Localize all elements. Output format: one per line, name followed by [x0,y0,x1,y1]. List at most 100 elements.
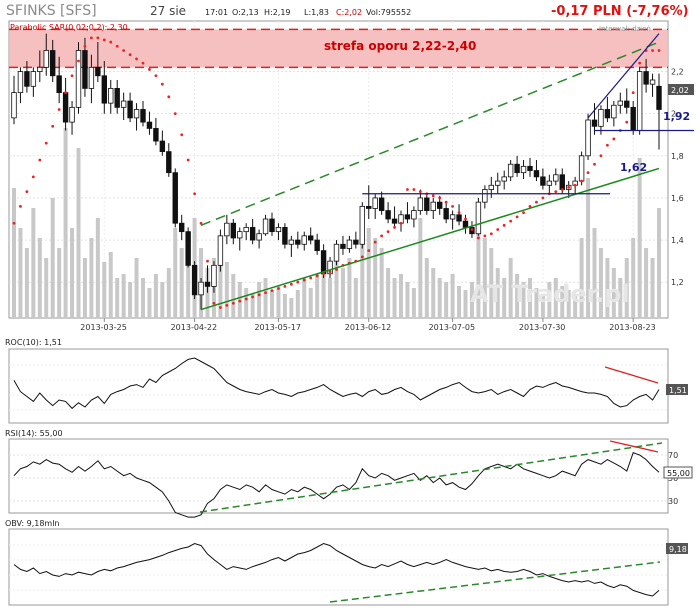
sar-legend: Parabolic SAR(0,02;0,2): 2,30 [10,23,128,32]
volume-bar [244,288,249,318]
volume-bar [302,278,307,318]
volume-bar [605,258,610,318]
sar-dot [638,61,642,65]
candle-body [11,92,17,119]
candle-body [411,210,417,220]
sar-dot [593,162,596,166]
candle-body [307,235,314,241]
candle-body [198,281,204,296]
volume-bar [450,274,455,318]
sar-dot [573,183,577,187]
ticker-title: SFINKS [SFS] [6,3,97,19]
volume-bar [366,228,371,318]
rsi-title: RSI(14): 55,00 [5,429,63,438]
volume-bar [121,274,126,318]
volume-bar [547,282,552,318]
candle-body [533,170,540,178]
sar-dot [193,192,197,196]
sar-dot [515,215,519,219]
candle-body [243,227,249,233]
sar-dot [535,200,538,204]
volume-bar [618,278,623,318]
sar-dot [360,255,364,259]
volume-bar [147,288,152,318]
sar-dot [206,259,209,263]
x-tick-label: 2013-05-17 [254,323,301,332]
sar-dot [528,204,532,208]
candle-body [430,201,436,211]
volume-bar [624,258,629,318]
sar-dot [657,49,661,52]
candle-body [333,243,340,262]
volume-bar [263,278,268,318]
candle-body [127,100,133,119]
candle-body [69,106,75,123]
volume-bar [560,286,565,318]
candle-body [140,109,146,123]
sar-dot [115,44,119,48]
volume-bar [573,294,578,318]
candle-body [624,100,630,108]
volume-bar [444,282,449,318]
candle-body [153,128,159,142]
sar-dot [309,276,313,280]
candle-body [62,92,69,123]
volume-bar [70,228,75,318]
volume-bar [463,290,468,318]
volume-bar [502,278,507,318]
volume-bar [134,258,139,318]
header-time: 17:01 [205,8,228,17]
candle-body [146,121,153,129]
volume-bar [476,228,481,318]
volume-bar [495,268,500,318]
sar-dot [90,36,93,40]
candle-body [340,243,346,249]
volume-bar [437,278,442,318]
volume-bar [18,228,23,318]
header-open: O:2,13 [232,8,259,17]
sar-dot [270,289,274,293]
candle-body [50,50,56,77]
candle-body [559,174,565,190]
candle-body [546,180,553,186]
sar-dot [406,188,409,191]
candle-body [327,260,333,275]
volume-bar [334,248,339,318]
sar-dot [586,171,590,175]
volume-bar [76,148,81,318]
sar-dot [631,91,635,95]
sar-dot [148,68,151,71]
candle-body [249,227,256,241]
volume-bar [508,258,513,318]
candle-body [95,66,101,77]
candle-body [495,180,501,186]
volume-bar [657,208,661,318]
candle-body [82,50,88,89]
candle-body [282,227,288,245]
obv-panel: OBV: 9,18mln 9,18 [5,519,688,606]
roc-value-box [666,384,688,395]
sar-dot [625,120,629,124]
sar-dot [25,190,29,194]
volume-bar [224,262,229,318]
rsi-value-box [663,466,693,479]
volume-bar [392,278,397,318]
sar-dot [470,228,474,231]
main-y-ticks: 1,2 1,4 1,6 1,8 2 2,2 [671,68,684,288]
sar-dot [109,40,113,44]
volume-bar [141,278,145,318]
resistance-label: strefa oporu 2,22-2,40 [324,39,476,53]
sar-dot [451,204,454,208]
volume-bar [418,218,423,318]
volume-bar [373,238,378,318]
sar-dot [264,291,267,295]
candle-body [17,71,24,94]
candle-body [436,201,443,209]
sar-dot [128,53,132,57]
candle-body [501,176,507,182]
obv-value-box [666,543,688,554]
sar-dot [231,301,235,305]
volume-bar [553,278,558,318]
sar-dot [541,196,545,200]
sar-dot [12,221,16,225]
